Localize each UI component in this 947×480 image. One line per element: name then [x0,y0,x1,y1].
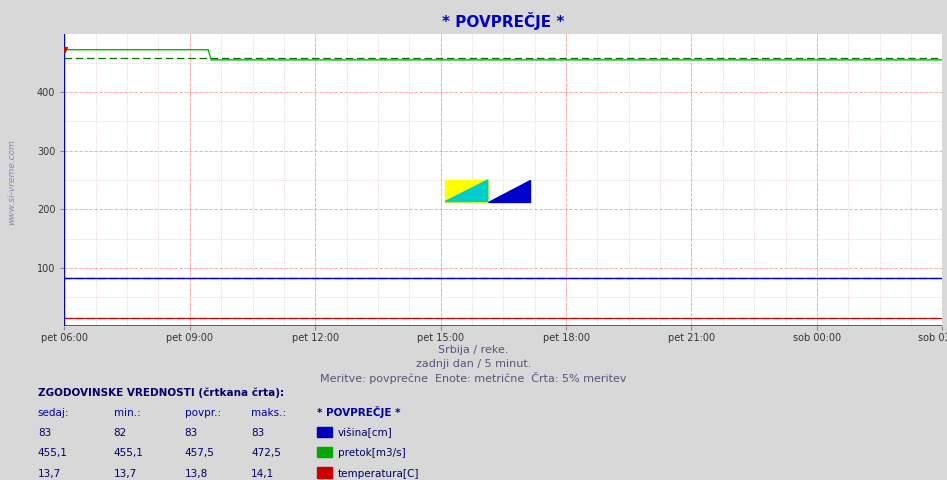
Text: 455,1: 455,1 [38,448,68,458]
Text: pretok[m3/s]: pretok[m3/s] [338,448,406,458]
Text: min.:: min.: [114,408,140,418]
Title: * POVPREČJE *: * POVPREČJE * [442,12,564,30]
Text: temperatura[C]: temperatura[C] [338,468,420,479]
Text: povpr.:: povpr.: [185,408,221,418]
Text: 83: 83 [251,428,264,438]
Text: 13,7: 13,7 [114,468,137,479]
Text: Meritve: povprečne  Enote: metrične  Črta: 5% meritev: Meritve: povprečne Enote: metrične Črta:… [320,372,627,384]
Text: Srbija / reke.: Srbija / reke. [438,345,509,355]
Text: 13,8: 13,8 [185,468,208,479]
Text: sedaj:: sedaj: [38,408,69,418]
Text: 83: 83 [38,428,51,438]
Text: 83: 83 [185,428,198,438]
Text: višina[cm]: višina[cm] [338,428,393,438]
Text: 14,1: 14,1 [251,468,275,479]
Text: 455,1: 455,1 [114,448,144,458]
Text: zadnji dan / 5 minut.: zadnji dan / 5 minut. [416,359,531,369]
Text: 82: 82 [114,428,127,438]
Text: * POVPREČJE *: * POVPREČJE * [317,406,401,418]
Text: ZGODOVINSKE VREDNOSTI (črtkana črta):: ZGODOVINSKE VREDNOSTI (črtkana črta): [38,387,284,398]
Text: www.si-vreme.com: www.si-vreme.com [7,140,16,225]
Text: maks.:: maks.: [251,408,286,418]
Text: 13,7: 13,7 [38,468,62,479]
Text: 457,5: 457,5 [185,448,215,458]
Text: 472,5: 472,5 [251,448,281,458]
